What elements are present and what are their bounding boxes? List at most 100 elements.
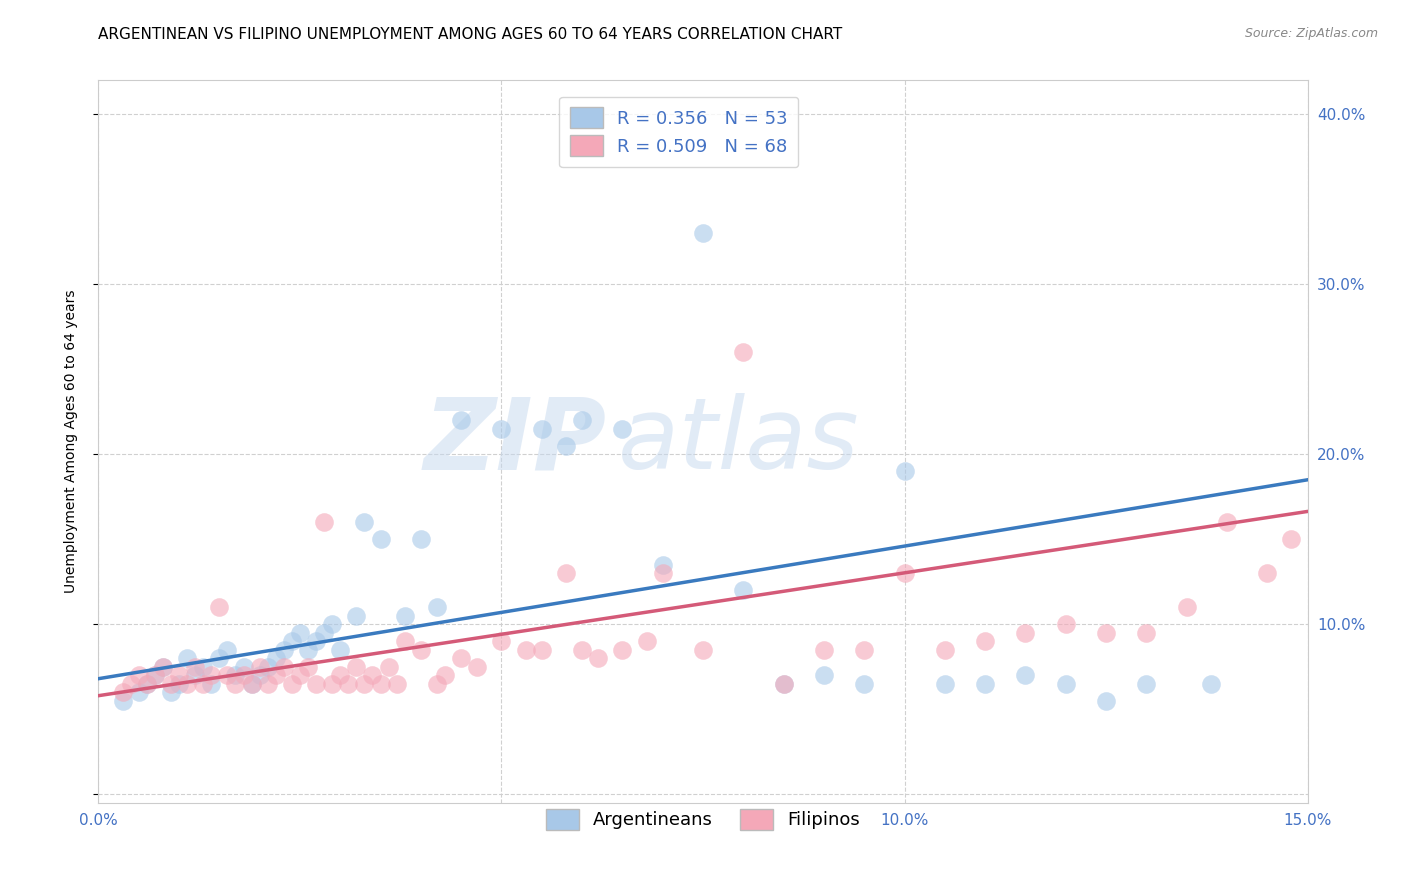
Point — [1281, 533, 1303, 547]
Point — [264, 668, 287, 682]
Legend: Argentineans, Filipinos: Argentineans, Filipinos — [538, 802, 868, 837]
Point — [450, 413, 472, 427]
Point — [184, 668, 207, 682]
Point — [297, 642, 319, 657]
Point — [692, 642, 714, 657]
Point — [893, 566, 915, 581]
Point — [426, 600, 449, 615]
Point — [224, 668, 246, 682]
Point — [450, 651, 472, 665]
Text: ARGENTINEAN VS FILIPINO UNEMPLOYMENT AMONG AGES 60 TO 64 YEARS CORRELATION CHART: ARGENTINEAN VS FILIPINO UNEMPLOYMENT AMO… — [98, 27, 842, 42]
Point — [167, 668, 190, 682]
Point — [515, 642, 537, 657]
Y-axis label: Unemployment Among Ages 60 to 64 years: Unemployment Among Ages 60 to 64 years — [63, 290, 77, 593]
Point — [612, 422, 634, 436]
Point — [1135, 677, 1157, 691]
Point — [273, 660, 295, 674]
Point — [1014, 625, 1036, 640]
Point — [530, 642, 553, 657]
Point — [733, 345, 755, 359]
Point — [217, 668, 239, 682]
Point — [314, 516, 336, 530]
Point — [612, 642, 634, 657]
Point — [176, 651, 198, 665]
Text: atlas: atlas — [619, 393, 860, 490]
Point — [249, 668, 271, 682]
Point — [1054, 677, 1077, 691]
Point — [692, 227, 714, 241]
Point — [1095, 694, 1118, 708]
Point — [160, 677, 183, 691]
Point — [200, 677, 222, 691]
Point — [394, 634, 416, 648]
Text: Source: ZipAtlas.com: Source: ZipAtlas.com — [1244, 27, 1378, 40]
Point — [409, 533, 432, 547]
Point — [232, 660, 254, 674]
Point — [974, 677, 997, 691]
Point — [176, 677, 198, 691]
Point — [208, 651, 231, 665]
Point — [135, 677, 157, 691]
Point — [264, 651, 287, 665]
Point — [152, 660, 174, 674]
Point — [636, 634, 658, 648]
Point — [370, 677, 392, 691]
Point — [135, 677, 157, 691]
Point — [530, 422, 553, 436]
Point — [409, 642, 432, 657]
Point — [321, 617, 343, 632]
Point — [232, 668, 254, 682]
Point — [813, 642, 835, 657]
Point — [256, 677, 278, 691]
Point — [321, 677, 343, 691]
Point — [1216, 516, 1239, 530]
Point — [555, 439, 578, 453]
Point — [344, 608, 367, 623]
Point — [329, 668, 352, 682]
Point — [772, 677, 794, 691]
Point — [193, 677, 215, 691]
Point — [128, 685, 150, 699]
Point — [305, 634, 328, 648]
Point — [288, 668, 311, 682]
Point — [733, 583, 755, 598]
Point — [288, 625, 311, 640]
Point — [1337, 516, 1360, 530]
Point — [434, 668, 457, 682]
Point — [240, 677, 263, 691]
Point — [305, 677, 328, 691]
Point — [1312, 549, 1334, 564]
Point — [111, 694, 134, 708]
Point — [586, 651, 609, 665]
Point — [143, 668, 166, 682]
Point — [361, 668, 384, 682]
Point — [555, 566, 578, 581]
Point — [370, 533, 392, 547]
Point — [249, 660, 271, 674]
Point — [853, 677, 876, 691]
Point — [893, 464, 915, 478]
Point — [1256, 566, 1278, 581]
Point — [1095, 625, 1118, 640]
Point — [934, 677, 956, 691]
Point — [1014, 668, 1036, 682]
Point — [465, 660, 488, 674]
Point — [974, 634, 997, 648]
Point — [651, 558, 673, 572]
Point — [813, 668, 835, 682]
Text: ZIP: ZIP — [423, 393, 606, 490]
Point — [314, 625, 336, 640]
Point — [377, 660, 399, 674]
Point — [281, 677, 304, 691]
Point — [240, 677, 263, 691]
Point — [571, 642, 593, 657]
Point — [160, 685, 183, 699]
Point — [385, 677, 408, 691]
Point — [337, 677, 360, 691]
Point — [853, 642, 876, 657]
Point — [184, 660, 207, 674]
Point — [353, 516, 375, 530]
Point — [651, 566, 673, 581]
Point — [128, 668, 150, 682]
Point — [167, 677, 190, 691]
